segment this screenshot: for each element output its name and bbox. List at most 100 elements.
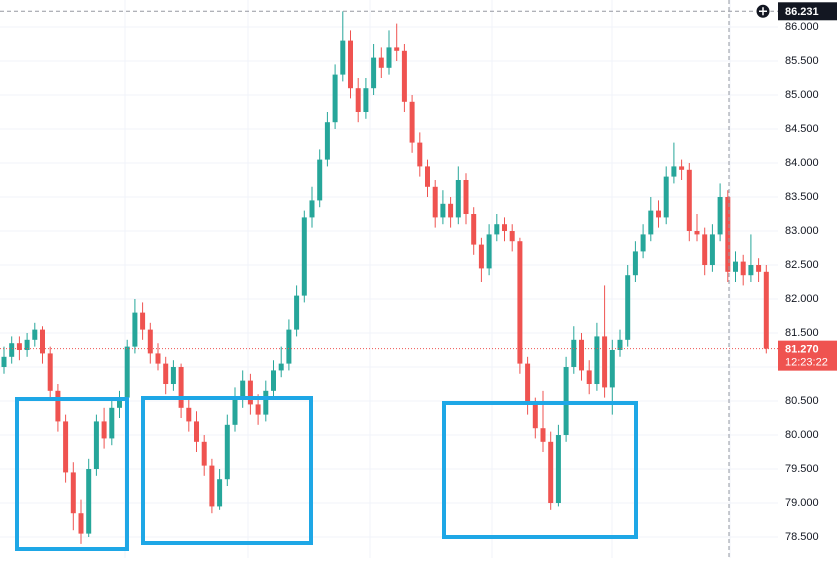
candle-body <box>40 329 45 354</box>
candle-body <box>140 312 146 330</box>
candle-body <box>478 244 484 269</box>
candle-body <box>671 166 677 177</box>
candle-body <box>594 336 600 385</box>
candle-body <box>432 186 438 218</box>
candle-body <box>425 166 430 187</box>
candle-body <box>517 241 523 364</box>
candle-body <box>455 180 461 218</box>
candle-body <box>178 367 184 408</box>
candle-body <box>132 312 138 347</box>
candle-body <box>147 329 153 354</box>
candle-body <box>194 421 199 442</box>
candle-body <box>278 363 284 371</box>
candle-body <box>63 421 69 473</box>
candle-body <box>440 203 446 218</box>
candle-body <box>271 370 276 391</box>
candle-body <box>247 380 253 405</box>
candle-body <box>540 428 546 442</box>
highlight-box[interactable] <box>15 397 129 551</box>
candle-body <box>286 329 292 364</box>
candle-body <box>224 424 230 480</box>
last-price-tag <box>778 340 837 371</box>
candle-body <box>217 479 223 507</box>
candle-body <box>679 166 685 170</box>
candle-body <box>240 380 246 398</box>
y-tick-label: 82.000 <box>785 293 819 305</box>
crosshair-tag <box>778 2 837 21</box>
y-tick-label: 83.000 <box>785 225 819 237</box>
candle-body <box>448 203 454 218</box>
candle-body <box>494 224 500 235</box>
candle-body <box>663 176 669 218</box>
candle-body <box>24 339 30 351</box>
candle-body <box>209 465 215 507</box>
candle-body <box>509 231 515 242</box>
candle-body <box>502 224 507 232</box>
candle-body <box>109 407 115 439</box>
grid <box>0 26 778 538</box>
countdown-label: 12:23:22 <box>785 357 828 369</box>
candle-body <box>409 101 415 143</box>
y-tick-label: 85.000 <box>785 89 819 101</box>
candle-body <box>78 513 84 534</box>
candle-body <box>401 50 407 102</box>
candle-body <box>709 234 715 266</box>
y-tick-label: 80.500 <box>785 395 819 407</box>
highlight-box[interactable] <box>442 401 638 539</box>
candle-body <box>201 441 207 466</box>
candle-body <box>155 353 161 364</box>
time-grid <box>124 0 731 558</box>
candle-body <box>348 40 353 89</box>
candle-body <box>86 469 92 534</box>
candle-body <box>609 350 615 388</box>
candle-body <box>16 343 22 351</box>
candle-body <box>532 404 538 429</box>
candle-body <box>32 329 38 340</box>
candle-body <box>686 169 692 232</box>
candle-body <box>579 339 584 371</box>
candle-body <box>694 231 700 235</box>
candle-body <box>55 390 61 422</box>
candle-body <box>255 404 261 415</box>
candle-body <box>70 472 76 514</box>
highlight-box[interactable] <box>141 396 313 545</box>
candle-body <box>101 421 107 439</box>
candle-body <box>625 275 631 340</box>
candle-body <box>417 142 423 167</box>
y-tick-label: 82.500 <box>785 259 819 271</box>
candle-body <box>740 261 746 276</box>
candle-body <box>324 122 330 160</box>
candle-body <box>632 251 638 276</box>
candle-body <box>294 295 300 330</box>
candle-body <box>555 435 561 504</box>
price-axis <box>778 0 837 558</box>
candle-body <box>363 88 369 113</box>
candle-body <box>463 180 469 215</box>
candle-body <box>263 390 269 415</box>
candle-body <box>602 336 608 388</box>
candle-body <box>124 346 130 398</box>
candle-body <box>47 353 53 391</box>
candle-body <box>386 47 392 68</box>
candle-body <box>186 407 192 422</box>
y-tick-label: 85.500 <box>785 55 819 67</box>
candle-body <box>232 397 238 425</box>
candles <box>1 11 769 544</box>
annotations <box>15 396 638 551</box>
candle-body <box>394 47 400 51</box>
candle-body <box>9 343 15 357</box>
candle-body <box>525 363 531 405</box>
candle-body <box>309 200 315 218</box>
candle-body <box>717 197 723 235</box>
candle-body <box>378 57 384 68</box>
y-tick-label: 84.500 <box>785 123 819 135</box>
candle-body <box>340 40 346 75</box>
candle-body <box>648 210 654 235</box>
y-tick-label: 84.000 <box>785 157 819 169</box>
candle-body <box>317 159 323 201</box>
candle-body <box>756 265 762 272</box>
candle-body <box>332 74 338 123</box>
candle-body <box>725 197 731 272</box>
candle-body <box>163 363 169 385</box>
